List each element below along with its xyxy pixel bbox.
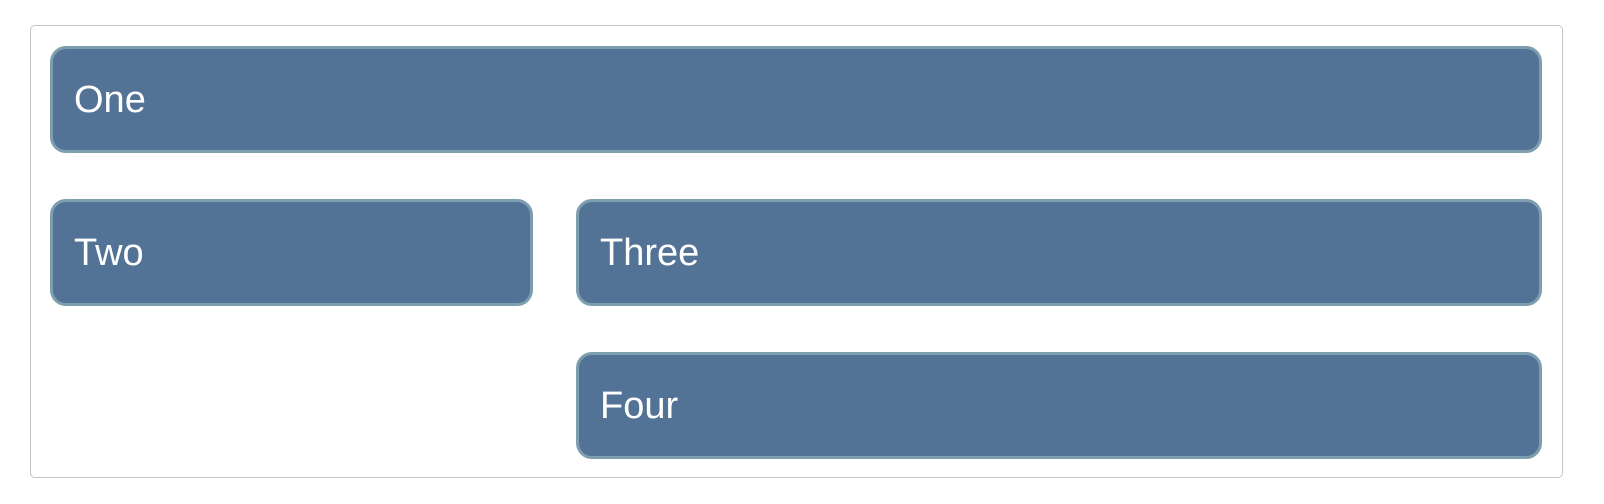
grid-item-label: Four: [600, 384, 679, 427]
grid-item-three: Three: [576, 199, 1542, 306]
grid-item-label: Three: [600, 231, 700, 274]
grid-item-two: Two: [50, 199, 533, 306]
grid-item-label: One: [74, 78, 146, 121]
grid-item-four: Four: [576, 352, 1542, 459]
grid-item-one: One: [50, 46, 1542, 153]
grid-item-label: Two: [74, 231, 144, 274]
